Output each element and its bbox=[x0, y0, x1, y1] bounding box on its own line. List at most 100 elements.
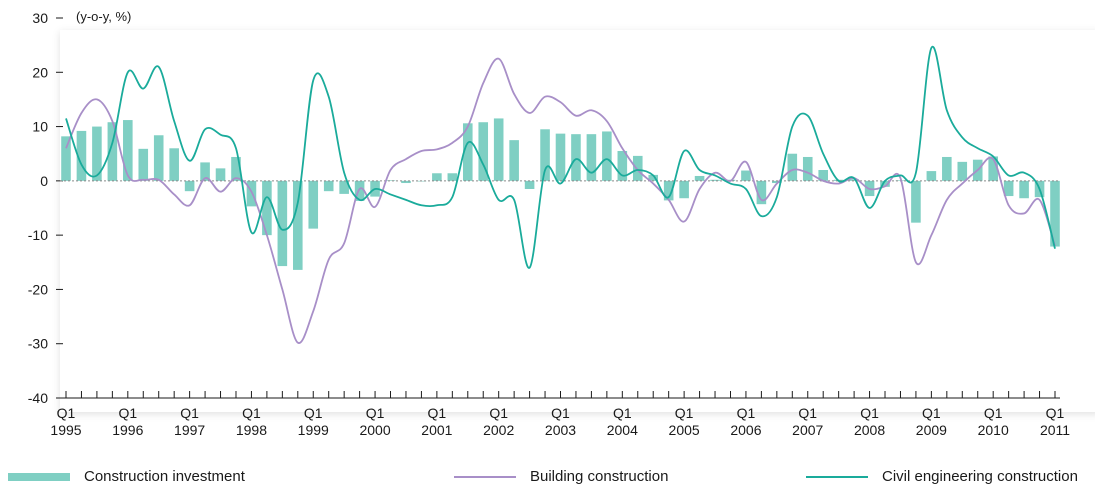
y-tick-label: 10 bbox=[32, 119, 48, 135]
bar-construction-investment bbox=[215, 168, 226, 181]
bar-construction-investment bbox=[432, 173, 442, 181]
legend-label-construction-investment: Construction investment bbox=[84, 468, 245, 485]
bar-construction-investment bbox=[926, 171, 937, 181]
x-tick-label-quarter: Q1 bbox=[366, 405, 385, 421]
bar-construction-investment bbox=[1050, 180, 1060, 247]
x-tick-label-year: 1999 bbox=[298, 422, 329, 438]
bar-construction-investment bbox=[942, 156, 952, 181]
bar-construction-investment bbox=[602, 131, 612, 181]
x-tick-label-quarter: Q1 bbox=[737, 405, 756, 421]
line-series bbox=[65, 45, 1056, 344]
y-tick-label: -30 bbox=[28, 336, 48, 352]
x-tick-label-year: 1995 bbox=[50, 422, 81, 438]
x-tick-label-year: 2003 bbox=[545, 422, 576, 438]
bar-construction-investment bbox=[401, 180, 411, 184]
x-tick-label-quarter: Q1 bbox=[922, 405, 941, 421]
legend-item-construction-investment: Construction investment bbox=[8, 468, 245, 485]
legend-swatch-civil-engineering-construction bbox=[806, 475, 868, 478]
x-tick-label-quarter: Q1 bbox=[613, 405, 632, 421]
y-tick-label: 20 bbox=[32, 64, 48, 80]
x-tick-label-year: 2010 bbox=[978, 422, 1009, 438]
x-tick-label-year: 1998 bbox=[236, 422, 267, 438]
bar-construction-investment bbox=[339, 180, 349, 194]
x-tick-label-year: 2000 bbox=[359, 422, 390, 438]
bar-construction-investment bbox=[849, 179, 859, 181]
x-tick-label-year: 1997 bbox=[174, 422, 205, 438]
bar-construction-investment bbox=[617, 151, 628, 181]
x-tick-label-quarter: Q1 bbox=[242, 405, 261, 421]
plot-panel bbox=[60, 30, 1095, 412]
y-tick-label: 0 bbox=[40, 173, 48, 189]
bar-construction-investment bbox=[911, 180, 921, 223]
bar-construction-investment bbox=[184, 180, 195, 192]
bar-construction-investment bbox=[741, 170, 751, 181]
legend: Construction investment Building constru… bbox=[0, 468, 1095, 492]
y-tick-label: -20 bbox=[28, 281, 48, 297]
bar-construction-investment bbox=[76, 130, 87, 181]
legend-item-civil-engineering-construction: Civil engineering construction bbox=[806, 468, 1078, 485]
bar-construction-investment bbox=[92, 126, 102, 181]
y-tick-label: 30 bbox=[32, 10, 48, 26]
x-tick-label-year: 2009 bbox=[916, 422, 947, 438]
x-tick-label-quarter: Q1 bbox=[860, 405, 879, 421]
x-tick-label-year: 2007 bbox=[792, 422, 823, 438]
y-axis: 30 20 10 0 -10 -20 -30 -40 bbox=[28, 10, 63, 406]
bar-construction-investment bbox=[308, 180, 319, 229]
legend-item-building-construction: Building construction bbox=[454, 468, 668, 485]
bar-construction-investment bbox=[277, 180, 288, 267]
bar-construction-investment bbox=[957, 161, 968, 181]
bar-construction-investment bbox=[1019, 180, 1029, 199]
bar-construction-investment bbox=[385, 180, 396, 181]
bar-construction-investment bbox=[61, 136, 71, 181]
bar-construction-investment bbox=[447, 173, 458, 181]
bar-construction-investment bbox=[802, 156, 813, 181]
x-tick-label-year: 2005 bbox=[669, 422, 700, 438]
x-tick-label-quarter: Q1 bbox=[798, 405, 817, 421]
bar-construction-investment bbox=[493, 118, 504, 181]
x-tick-label-year: 2008 bbox=[854, 422, 885, 438]
bar-construction-investment bbox=[1003, 180, 1014, 197]
x-tick-label-quarter: Q1 bbox=[57, 405, 76, 421]
bar-construction-investment bbox=[663, 180, 674, 201]
bar-construction-investment bbox=[772, 180, 782, 184]
bar-construction-investment bbox=[509, 140, 519, 181]
bar-construction-investment bbox=[354, 180, 365, 201]
bar-construction-investment bbox=[710, 179, 720, 181]
bar-construction-investment bbox=[138, 148, 149, 181]
x-tick-label-quarter: Q1 bbox=[118, 405, 137, 421]
bar-construction-investment bbox=[262, 180, 272, 236]
legend-label-civil-engineering-construction: Civil engineering construction bbox=[882, 468, 1078, 485]
bar-construction-investment bbox=[231, 156, 241, 181]
bar-construction-investment bbox=[293, 180, 303, 270]
bar-construction-investment bbox=[540, 129, 550, 181]
bar-construction-investment bbox=[524, 180, 535, 189]
bar-construction-investment bbox=[169, 148, 179, 181]
x-tick-label-quarter: Q1 bbox=[304, 405, 323, 421]
bar-construction-investment bbox=[586, 134, 597, 181]
bar-construction-investment bbox=[679, 180, 689, 199]
x-tick-label-year: 2002 bbox=[483, 422, 514, 438]
x-tick-label-quarter: Q1 bbox=[675, 405, 694, 421]
x-tick-label-quarter: Q1 bbox=[551, 405, 570, 421]
bar-construction-investment bbox=[694, 175, 705, 181]
legend-label-building-construction: Building construction bbox=[530, 468, 669, 485]
line-civil-engineering-construction bbox=[65, 45, 1056, 269]
bar-construction-investment bbox=[880, 180, 890, 187]
x-tick-label-quarter: Q1 bbox=[984, 405, 1003, 421]
x-tick-label-year: 2001 bbox=[421, 422, 452, 438]
bar-construction-investment bbox=[818, 170, 828, 181]
bar-construction-investment bbox=[648, 174, 659, 181]
x-axis: Q11995Q11996Q11997Q11998Q11999Q12000Q120… bbox=[50, 391, 1070, 438]
x-tick-label-quarter: Q1 bbox=[489, 405, 508, 421]
x-tick-label-year: 2011 bbox=[1040, 422, 1070, 438]
x-tick-label-year: 2006 bbox=[730, 422, 761, 438]
x-tick-label-quarter: Q1 bbox=[1046, 405, 1065, 421]
bar-series bbox=[60, 118, 1060, 270]
bar-construction-investment bbox=[323, 180, 334, 192]
bar-construction-investment bbox=[571, 134, 581, 181]
legend-swatch-construction-investment bbox=[8, 472, 70, 481]
x-tick-label-year: 2004 bbox=[607, 422, 638, 438]
x-tick-label-quarter: Q1 bbox=[180, 405, 199, 421]
bar-construction-investment bbox=[756, 180, 767, 205]
